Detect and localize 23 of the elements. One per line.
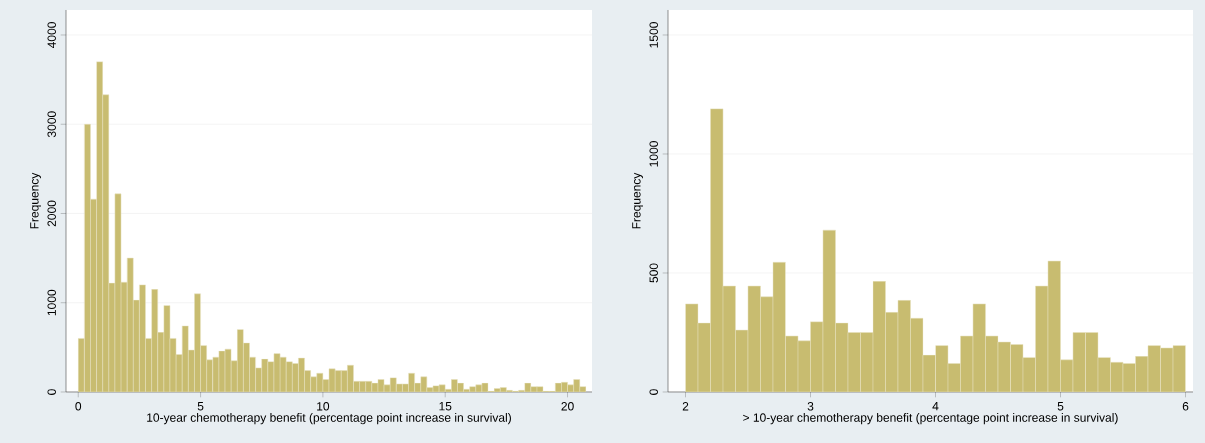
y-tick-label: 2000 <box>47 200 56 227</box>
x-tick-label: 15 <box>439 402 452 411</box>
y-tick-label: 4000 <box>47 22 56 49</box>
x-tick-label: 5 <box>1057 402 1064 411</box>
x-tick-label: 0 <box>75 402 82 411</box>
x-tick-label: 4 <box>932 402 939 411</box>
y-tick-label: 0 <box>47 389 56 395</box>
y-tick-label: 3000 <box>47 111 56 138</box>
x-tick-label: 5 <box>197 402 204 411</box>
y-tick-label: 1000 <box>649 141 658 167</box>
y-tick-label: 0 <box>649 389 658 395</box>
y-tick-label: 500 <box>649 263 658 283</box>
x-axis-title: 10-year chemotherapy benefit (percentage point increase in survival) <box>147 413 511 425</box>
x-tick-label: 2 <box>682 402 689 411</box>
x-tick-label: 10 <box>317 402 330 411</box>
y-tick-label: 1000 <box>47 289 56 316</box>
x-tick-label: 20 <box>561 402 574 411</box>
y-axis-title: Frequency <box>632 172 643 229</box>
y-axis-title: Frequency <box>30 172 41 229</box>
y-tick-label: 1500 <box>649 22 658 48</box>
x-tick-label: 6 <box>1182 402 1189 411</box>
x-tick-label: 3 <box>807 402 814 411</box>
x-axis-title: > 10-year chemotherapy benefit (percentage point increase in survival) <box>743 413 1118 425</box>
